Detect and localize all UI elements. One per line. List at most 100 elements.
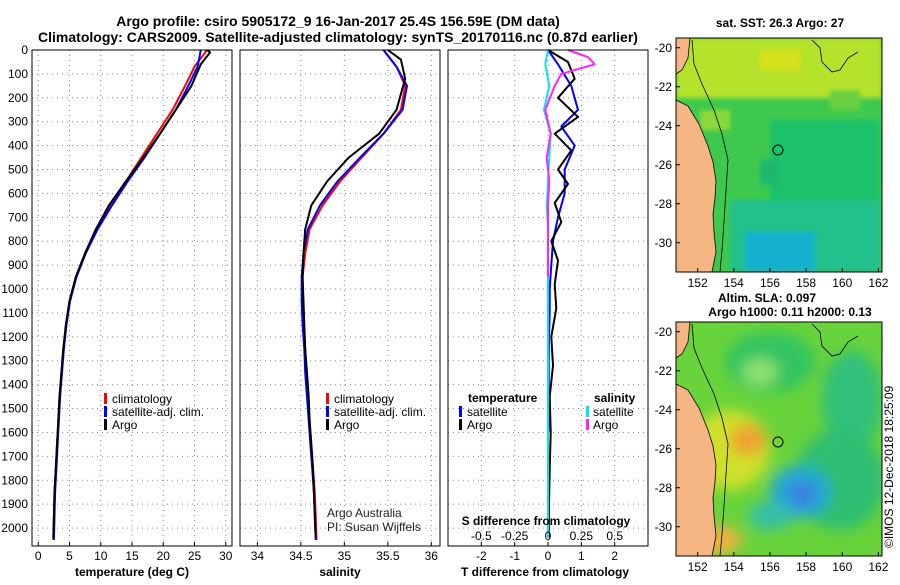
sla-teal-edge bbox=[748, 502, 792, 530]
sst-light-patch-1 bbox=[700, 110, 730, 130]
figure-title-line1: Argo profile: csiro 5905172_9 16-Jan-201… bbox=[116, 13, 560, 29]
depth-tick-label: 1600 bbox=[1, 425, 28, 439]
sla-map-subtitle: Argo h1000: 0.11 h2000: 0.13 bbox=[708, 305, 872, 319]
temperature-panel: 0100200300400500600700800900100011001200… bbox=[1, 43, 232, 579]
map-lon-tick-label: 160 bbox=[832, 560, 852, 574]
map-lon-tick-label: 154 bbox=[724, 560, 744, 574]
map-lon-tick-label: 158 bbox=[796, 276, 816, 290]
x-tick-label: 34 bbox=[251, 549, 265, 563]
map-lon-tick-label: 152 bbox=[688, 276, 708, 290]
x-tick-label: 10 bbox=[94, 549, 108, 563]
depth-tick-label: 300 bbox=[8, 115, 28, 129]
map-lon-tick-label: 156 bbox=[760, 276, 780, 290]
legend-label-s-argo: Argo bbox=[593, 418, 619, 432]
x-tick-label: 15 bbox=[125, 549, 139, 563]
map-lat-tick-label: -22 bbox=[655, 80, 673, 94]
x-tick-label: 35.5 bbox=[376, 549, 400, 563]
sst-land-australia bbox=[676, 99, 717, 272]
sst-texture bbox=[676, 38, 882, 272]
sla-map: Altim. SLA: 0.097 Argo h1000: 0.11 h2000… bbox=[655, 291, 889, 574]
sst-land-north bbox=[676, 38, 691, 75]
map-lon-tick-label: 156 bbox=[760, 560, 780, 574]
depth-tick-label: 1100 bbox=[2, 306, 28, 320]
depth-tick-label: 400 bbox=[8, 139, 28, 153]
sst-yellow-patch bbox=[760, 50, 800, 70]
series-line-s-argo bbox=[544, 49, 596, 278]
map-lat-tick-label: -22 bbox=[655, 364, 673, 378]
map-lat-tick-label: -26 bbox=[655, 158, 673, 172]
legend-title-temperature: temperature bbox=[468, 391, 538, 405]
x-tick-label: -1 bbox=[509, 549, 520, 563]
sst-reef-contour bbox=[811, 39, 859, 73]
map-lat-tick-label: -26 bbox=[655, 442, 673, 456]
sst-map-frame bbox=[675, 37, 883, 273]
legend-swatch-satellite bbox=[104, 406, 107, 417]
depth-tick-label: 1400 bbox=[1, 378, 28, 392]
depth-tick-label: 200 bbox=[8, 91, 28, 105]
legend-label-climatology: climatology bbox=[334, 392, 394, 406]
x-tick-label: 2 bbox=[611, 549, 618, 563]
sla-blue-core bbox=[788, 482, 816, 506]
x-tick-label: 36 bbox=[425, 549, 439, 563]
sla-map-title: Altim. SLA: 0.097 bbox=[718, 291, 816, 305]
x-tick-label: 30 bbox=[219, 549, 233, 563]
legend-swatch-argo bbox=[326, 419, 329, 430]
map-lon-tick-label: 154 bbox=[724, 276, 744, 290]
series-line-argo bbox=[301, 49, 407, 538]
depth-tick-label: 1000 bbox=[1, 282, 28, 296]
map-lat-tick-label: -30 bbox=[655, 236, 673, 250]
legend-label-argo: Argo bbox=[112, 418, 138, 432]
depth-tick-label: 700 bbox=[8, 210, 28, 224]
x2-tick-label: -0.5 bbox=[471, 529, 492, 543]
x2-tick-label: -0.25 bbox=[501, 529, 529, 543]
series-line-satellite-adj-clim- bbox=[52, 49, 202, 541]
legend-swatch-satellite bbox=[326, 406, 329, 417]
sst-map-title: sat. SST: 26.3 Argo: 27 bbox=[716, 16, 845, 30]
sst-depth-contour bbox=[691, 39, 729, 272]
sla-argo-marker bbox=[772, 436, 784, 448]
legend-swatch-s-satellite bbox=[586, 406, 589, 417]
x-tick-label: 0 bbox=[35, 549, 42, 563]
map-lat-tick-label: -30 bbox=[655, 520, 673, 534]
legend-title-salinity: salinity bbox=[594, 391, 636, 405]
salinity-axis-label: salinity bbox=[319, 565, 361, 579]
sla-land-australia bbox=[676, 383, 717, 556]
map-lat-tick-label: -20 bbox=[655, 325, 673, 339]
map-lon-tick-label: 162 bbox=[868, 560, 888, 574]
sst-cool-southwest bbox=[745, 232, 815, 272]
figure-title-line2: Climatology: CARS2009. Satellite-adjuste… bbox=[38, 29, 638, 45]
legend-label-climatology: climatology bbox=[112, 392, 172, 406]
depth-tick-label: 800 bbox=[8, 234, 28, 248]
depth-tick-label: 500 bbox=[8, 163, 28, 177]
depth-tick-label: 2000 bbox=[1, 521, 28, 535]
x-tick-label: 1 bbox=[578, 549, 585, 563]
series-line-climatology bbox=[301, 49, 407, 541]
sla-orange-high bbox=[730, 424, 766, 456]
salinity-panel: 34 34.5 35 35.5 36 salinity climatology sate… bbox=[239, 49, 441, 579]
temperature-axis-label: temperature (deg C) bbox=[75, 565, 189, 579]
x-tick-label: 0 bbox=[545, 549, 552, 563]
x-tick-label: 5 bbox=[66, 549, 73, 563]
map-lon-tick-label: 160 bbox=[832, 276, 852, 290]
depth-tick-label: 1700 bbox=[1, 449, 28, 463]
difference-panel: -2 -1 0 1 2 -0.5 -0.25 0 0.25 0.5 T difference f… bbox=[447, 49, 649, 579]
map-lon-tick-label: 162 bbox=[868, 276, 888, 290]
series-line-argo bbox=[52, 49, 212, 538]
series-line-satellite-adj-clim- bbox=[300, 49, 408, 541]
salinity-diff-legend: salinity satellite Argo bbox=[586, 391, 636, 432]
legend-label-satellite: satellite-adj. clim. bbox=[112, 405, 204, 419]
sst-map: sat. SST: 26.3 Argo: 27 152 154 156 158 160 1… bbox=[655, 16, 889, 290]
legend-label-t-satellite: satellite bbox=[467, 405, 508, 419]
salinity-plot-frame bbox=[239, 49, 441, 547]
sla-map-frame bbox=[675, 321, 883, 557]
legend-label-s-satellite: satellite bbox=[593, 405, 634, 419]
map-lat-tick-label: -24 bbox=[655, 119, 673, 133]
x-tick-label: 20 bbox=[157, 549, 171, 563]
x-tick-label: -2 bbox=[476, 549, 487, 563]
x2-tick-label: 0.5 bbox=[606, 529, 623, 543]
legend-swatch-climatology bbox=[326, 393, 329, 404]
depth-tick-label: 1900 bbox=[1, 497, 28, 511]
legend-swatch-s-argo bbox=[586, 419, 589, 430]
legend-swatch-t-satellite bbox=[459, 406, 462, 417]
